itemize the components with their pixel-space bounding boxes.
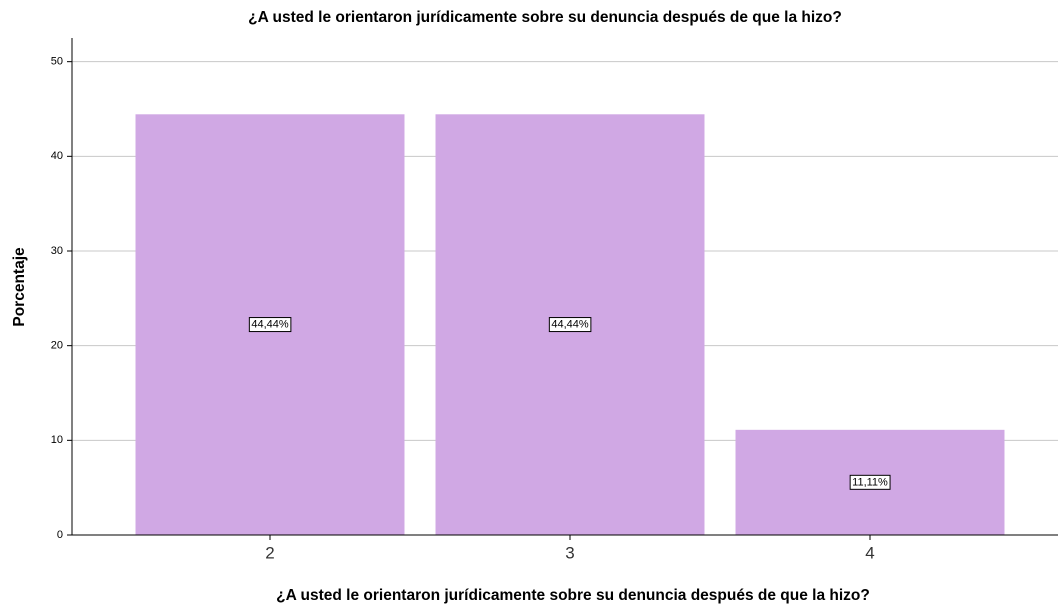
y-tick-label: 50 [51, 56, 63, 68]
y-axis-title: Porcentaje [11, 247, 28, 327]
value-label-box [248, 317, 292, 333]
x-tick-label: 4 [865, 543, 874, 562]
value-label: 44,44% [251, 319, 289, 331]
y-tick-label: 30 [51, 245, 63, 257]
chart-title: ¿A usted le orientaron jurídicamente sob… [248, 9, 842, 26]
x-axis-title: ¿A usted le orientaron jurídicamente sob… [276, 587, 870, 604]
value-label-box [849, 474, 891, 490]
y-tick-label: 20 [51, 340, 63, 352]
value-label-box [548, 317, 592, 333]
y-tick-label: 10 [51, 434, 63, 446]
value-label: 11,11% [852, 476, 888, 488]
value-label: 44,44% [551, 319, 589, 331]
y-tick-label: 0 [57, 529, 63, 541]
x-tick-label: 3 [565, 543, 574, 562]
x-tick-label: 2 [265, 543, 274, 562]
y-tick-label: 40 [51, 150, 63, 162]
